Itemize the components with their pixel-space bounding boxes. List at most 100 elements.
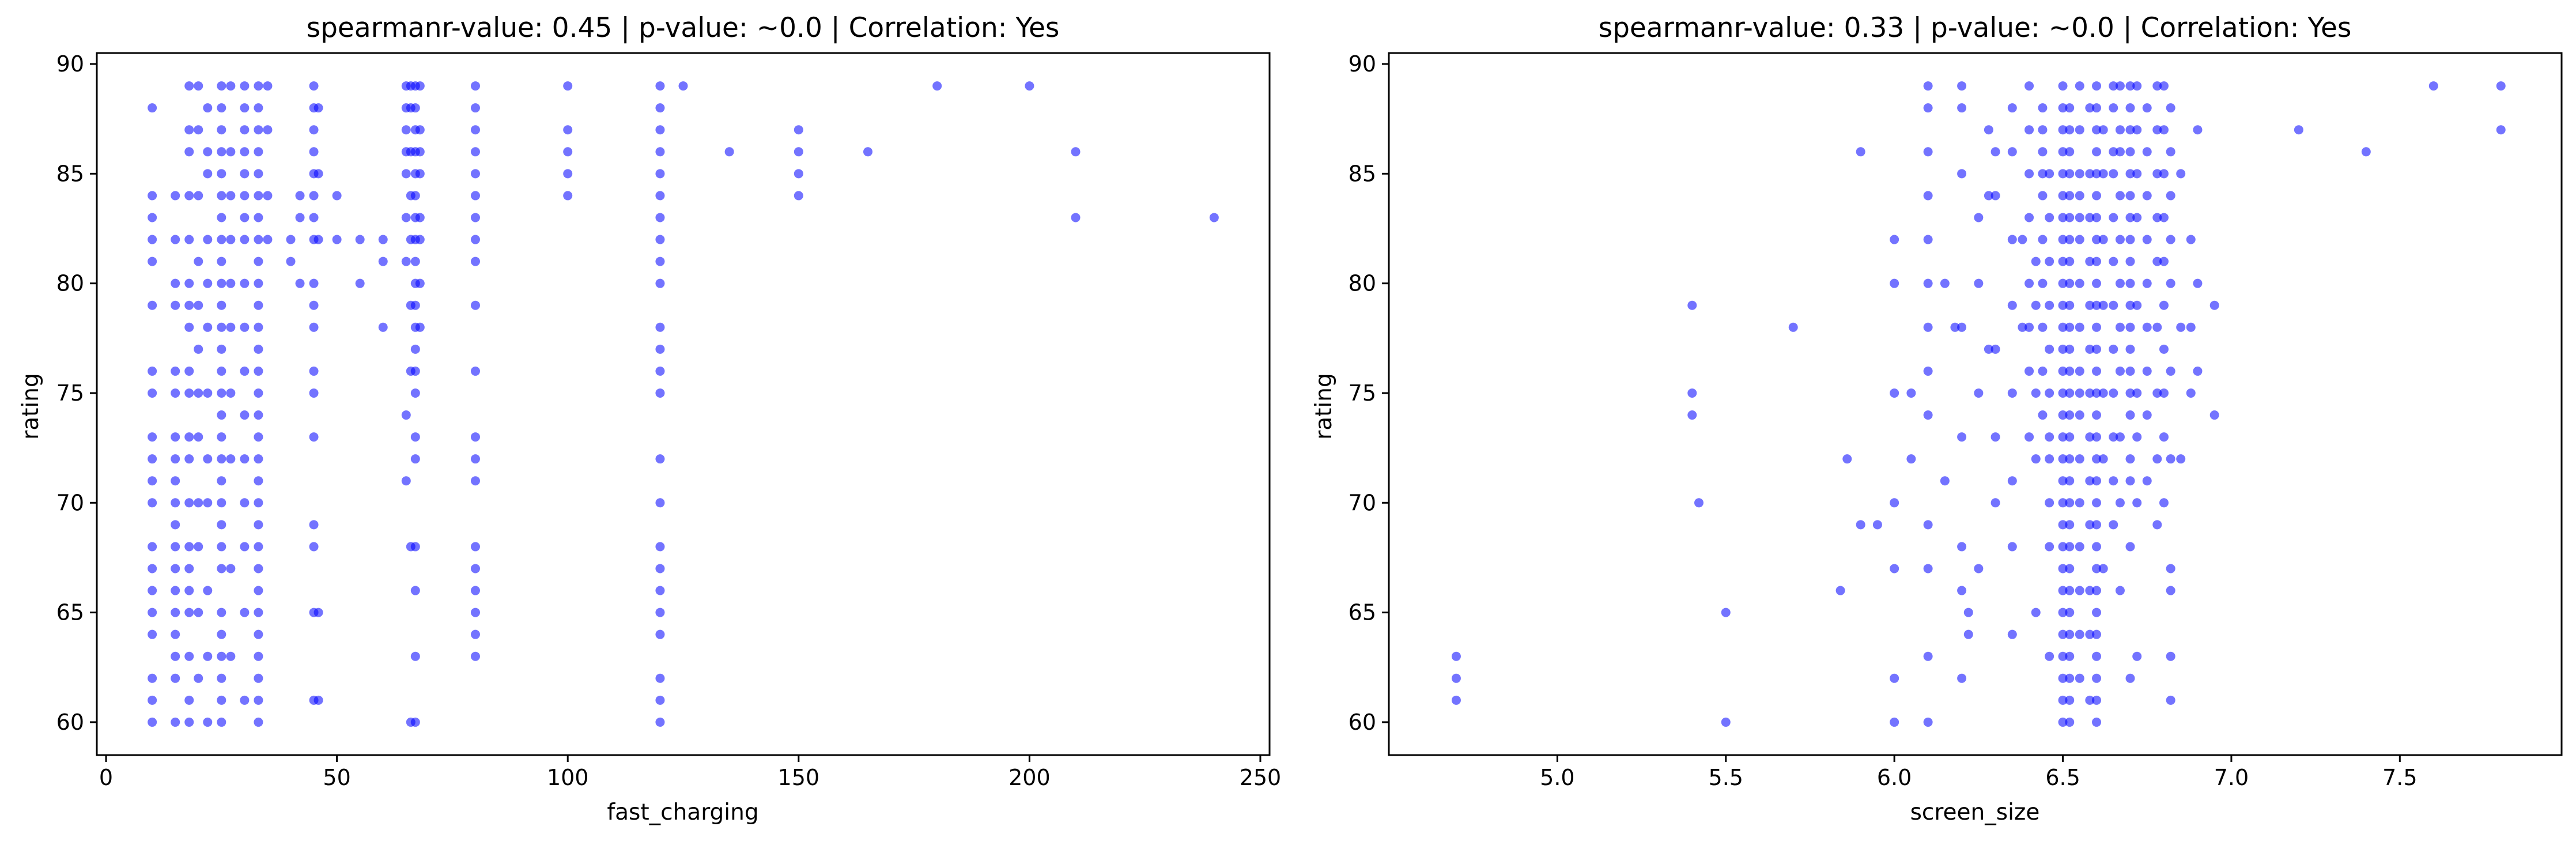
- data-point: [309, 366, 319, 376]
- data-point: [470, 300, 480, 310]
- data-point: [401, 410, 411, 420]
- data-point: [470, 608, 480, 617]
- data-point: [171, 278, 180, 288]
- data-point: [2045, 213, 2054, 222]
- axis-ticks: 0 50 100 150 200 250 60 65 70 75 80 85 90: [56, 51, 1282, 790]
- data-point: [2125, 125, 2135, 135]
- data-point: [2058, 520, 2068, 530]
- data-point: [2092, 564, 2102, 574]
- chart-title: spearmanr-value: 0.33 | p-value: ~0.0 | …: [1599, 12, 2352, 44]
- scatter-panel-fast-charging: spearmanr-value: 0.45 | p-value: ~0.0 | …: [18, 12, 1281, 825]
- data-point: [415, 322, 425, 332]
- data-point: [184, 81, 194, 91]
- data-point: [2085, 344, 2095, 354]
- data-point: [217, 278, 226, 288]
- data-point: [2092, 673, 2102, 683]
- data-point: [217, 103, 226, 113]
- data-point: [254, 213, 263, 222]
- data-point: [2115, 586, 2125, 595]
- data-point: [1923, 147, 1933, 157]
- data-point: [203, 103, 213, 113]
- data-point: [1890, 278, 1899, 288]
- data-point: [2132, 498, 2142, 508]
- data-point: [1974, 278, 1984, 288]
- data-point: [313, 103, 323, 113]
- data-point: [2125, 476, 2135, 486]
- data-point: [217, 432, 226, 442]
- data-point: [1071, 147, 1081, 157]
- data-point: [171, 235, 180, 244]
- data-point: [254, 125, 263, 135]
- data-point: [2152, 213, 2162, 222]
- data-point: [148, 629, 157, 639]
- data-point: [2058, 673, 2068, 683]
- data-point: [415, 169, 425, 179]
- data-point: [1209, 213, 1219, 222]
- data-point: [2109, 147, 2118, 157]
- data-point: [194, 608, 203, 617]
- data-point: [203, 147, 213, 157]
- data-point: [2098, 564, 2108, 574]
- y-tick-label: 85: [1349, 161, 1376, 186]
- data-point: [678, 81, 688, 91]
- data-point: [217, 673, 226, 683]
- data-point: [2075, 169, 2084, 179]
- x-axis-label: fast_charging: [607, 799, 758, 825]
- data-point: [226, 147, 236, 157]
- data-point: [332, 235, 342, 244]
- data-point: [203, 322, 213, 332]
- data-point: [1990, 147, 2000, 157]
- data-point: [2058, 564, 2068, 574]
- data-point: [2152, 81, 2162, 91]
- data-point: [148, 235, 157, 244]
- data-point: [171, 564, 180, 574]
- data-point: [184, 454, 194, 464]
- data-point: [655, 695, 665, 705]
- data-point: [2065, 432, 2075, 442]
- data-point: [1923, 366, 1933, 376]
- data-point: [2065, 103, 2075, 113]
- data-point: [2058, 454, 2068, 464]
- data-point: [171, 542, 180, 552]
- data-point: [1856, 147, 1865, 157]
- data-point: [2065, 629, 2075, 639]
- data-point: [2065, 125, 2075, 135]
- y-tick-label: 60: [1349, 710, 1376, 735]
- y-tick-label: 90: [1349, 51, 1376, 77]
- x-tick-label: 7.5: [2382, 765, 2417, 790]
- data-point: [401, 476, 411, 486]
- data-point: [254, 278, 263, 288]
- x-tick-label: 100: [547, 765, 589, 790]
- data-point: [2115, 366, 2125, 376]
- data-point: [2038, 147, 2048, 157]
- data-point: [240, 454, 250, 464]
- data-point: [2065, 300, 2075, 310]
- data-point: [2115, 125, 2125, 135]
- data-point: [2045, 432, 2054, 442]
- data-point: [2115, 235, 2125, 244]
- data-point: [1940, 476, 1950, 486]
- data-point: [254, 520, 263, 530]
- data-point: [254, 322, 263, 332]
- data-point: [1963, 629, 1973, 639]
- data-point: [217, 191, 226, 201]
- data-point: [2075, 191, 2084, 201]
- data-point: [194, 432, 203, 442]
- data-point: [2058, 256, 2068, 266]
- data-point: [226, 191, 236, 201]
- data-point: [655, 498, 665, 508]
- data-point: [217, 629, 226, 639]
- data-point: [184, 498, 194, 508]
- data-point: [2031, 300, 2041, 310]
- data-point: [415, 235, 425, 244]
- x-tick-label: 150: [778, 765, 820, 790]
- data-point: [263, 191, 273, 201]
- data-point: [171, 586, 180, 595]
- data-point: [148, 498, 157, 508]
- data-point: [217, 125, 226, 135]
- data-point: [2159, 300, 2169, 310]
- data-point: [2075, 125, 2084, 135]
- data-point: [240, 125, 250, 135]
- data-point: [226, 388, 236, 398]
- data-point: [148, 366, 157, 376]
